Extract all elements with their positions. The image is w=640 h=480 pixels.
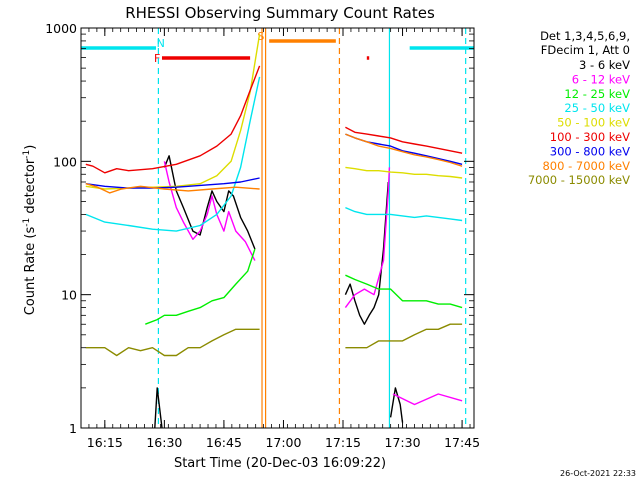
x-tick-label-6: 17:45 [444,435,480,450]
y-tick-label-2: 100 [53,154,77,169]
series-line-2-segment-1 [345,274,463,309]
series-line-0-segment-2 [344,181,389,325]
series-line-8-segment-1 [345,323,463,349]
svg-text:Count Rate (s-1 detector-1): Count Rate (s-1 detector-1) [22,145,38,316]
plot-frame [80,27,475,429]
series-line-0-segment-1 [163,155,256,250]
y-axis-label-sup1: -1 [22,218,32,227]
legend-item-6: 300 - 800 keV [550,144,630,158]
series-lines [85,33,463,429]
x-tick-label-3: 17:00 [265,435,301,450]
legend-item-8: 7000 - 15000 keV [528,173,630,187]
series-line-0-segment-0 [154,387,163,429]
series-line-5-segment-1 [345,126,463,154]
y-tick-label-1: 10 [61,288,77,303]
series-line-6-segment-0 [85,177,260,189]
vertical-markers [157,28,467,428]
flag-label-n: N [157,37,165,50]
series-line-2-segment-0 [145,248,256,325]
x-tick-label-1: 16:30 [146,435,182,450]
series-line-3-segment-1 [345,206,463,222]
legend-item-3: 25 - 50 keV [564,101,630,115]
flag-label-f: F [154,52,160,65]
y-axis-label: Count Rate (s-1 detector-1) [22,145,38,316]
series-line-1-segment-0 [163,161,256,261]
x-tick-label-4: 17:15 [325,435,361,450]
x-tick-label-2: 16:45 [206,435,242,450]
legend-item-1: 6 - 12 keV [572,72,630,86]
axes-ticks: 16:15 16:30 16:45 17:00 17:15 17:30 17:45 1 10 10… [45,21,480,450]
y-axis-label-sup2: -1 [22,150,32,159]
series-line-5-segment-0 [85,65,261,174]
timestamp: 26-Oct-2021 22:33 [560,469,636,478]
y-axis-label-mid: detector [23,158,38,218]
series-line-4-segment-1 [345,166,463,179]
series-line-3-segment-0 [85,76,261,232]
x-axis-label: Start Time (20-Dec-03 16:09:22) [174,456,386,471]
legend-item-0: 3 - 6 keV [579,58,630,72]
legend-item-2: 12 - 25 keV [564,87,630,101]
chart-title: RHESSI Observing Summary Count Rates [125,4,435,22]
y-axis-label-end: ) [23,145,38,150]
legend-item-5: 100 - 300 keV [550,130,630,144]
legend-item-7: 800 - 7000 keV [542,159,630,173]
x-tick-label-0: 16:15 [87,435,123,450]
series-line-7-segment-0 [85,183,260,194]
legend-header-line-2: FDecim 1, Att 0 [541,43,630,57]
y-tick-label-0: 1 [69,421,77,436]
series-line-8-segment-0 [85,328,260,357]
y-axis-label-main: Count Rate (s [23,227,38,316]
x-tick-label-5: 17:30 [385,435,421,450]
series-line-4-segment-0 [85,33,261,190]
y-tick-label-3: 1000 [45,21,77,36]
flag-label-s: S [257,30,264,43]
series-line-7-segment-1 [345,133,463,167]
series-line-1-segment-1 [344,167,391,309]
series-line-1-segment-2 [392,393,463,406]
legend-header-line-1: Det 1,3,4,5,6,9, [540,29,630,43]
flag-bars: NF S [81,30,474,65]
legend-item-4: 50 - 100 keV [557,116,630,130]
